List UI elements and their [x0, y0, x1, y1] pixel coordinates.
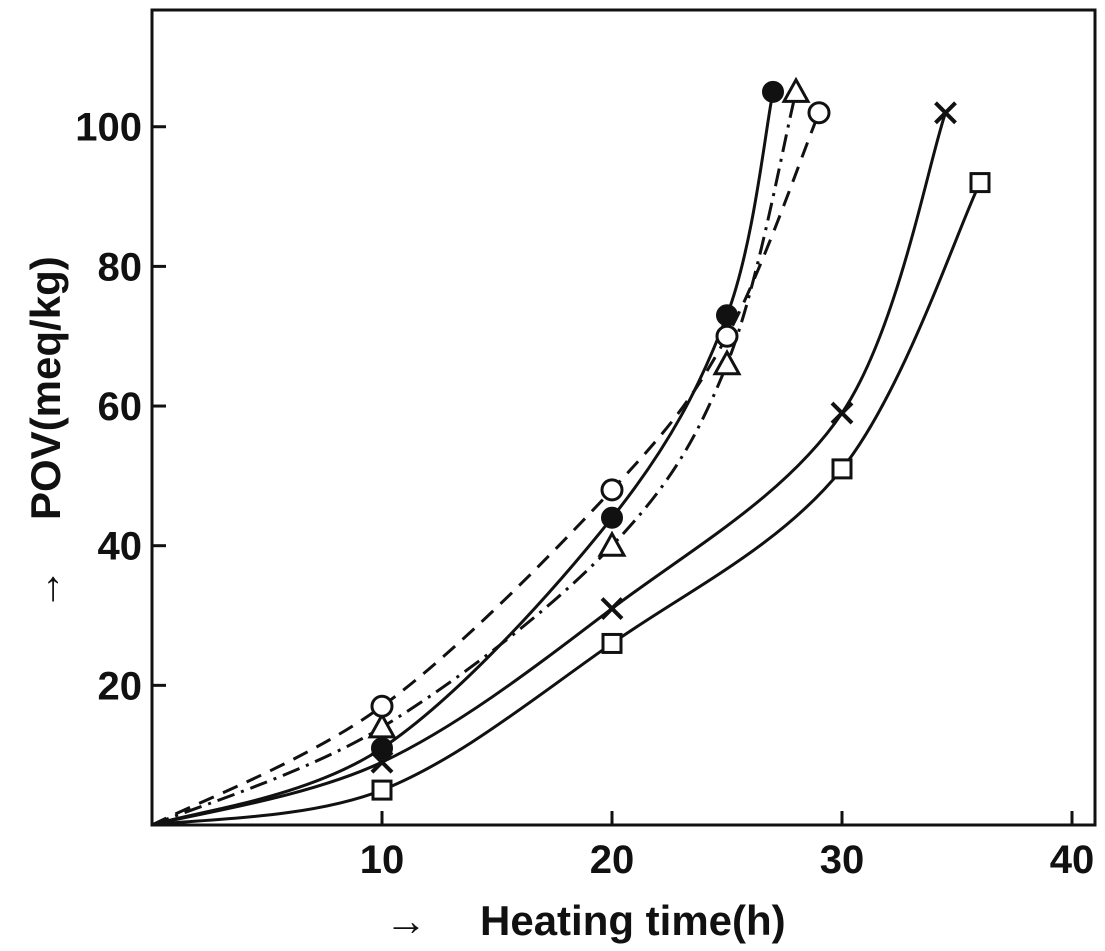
x-tick-label: 10: [360, 838, 405, 882]
series-line-open-triangle: [151, 91, 798, 827]
data-point-cross: [600, 597, 624, 620]
data-point-open-square: [969, 172, 991, 194]
y-axis-label: POV(meq/kg): [22, 256, 69, 520]
data-point-filled-circle: [601, 506, 623, 529]
y-tick-label: 100: [75, 106, 142, 150]
data-point-open-circle: [715, 324, 739, 348]
series-open-square: [151, 172, 991, 827]
y-tick-label: 80: [98, 245, 143, 289]
series-line-open-square: [151, 181, 982, 827]
x-axis-label: Heating time(h): [480, 897, 786, 944]
series-line-cross: [151, 112, 947, 827]
y-tick-label: 60: [98, 385, 143, 429]
data-point-filled-circle: [762, 80, 784, 103]
series-line-open-circle: [151, 112, 821, 827]
series-filled-circle: [151, 80, 784, 827]
y-axis-arrow: →: [22, 568, 69, 610]
data-point-cross: [370, 750, 394, 774]
series-open-triangle: [151, 76, 811, 827]
data-point-open-square: [601, 632, 623, 654]
y-axis-ticks: 20 40 60 80 100: [75, 106, 166, 708]
x-tick-label: 30: [820, 838, 865, 882]
x-tick-label: 40: [1050, 838, 1095, 882]
data-point-open-triangle: [712, 349, 742, 376]
x-axis-arrow: →: [385, 897, 427, 944]
data-point-cross: [934, 101, 957, 125]
series-layer: [151, 76, 991, 827]
data-point-open-triangle: [781, 76, 811, 103]
plot-frame: [150, 8, 1097, 827]
data-point-open-triangle: [367, 712, 397, 739]
x-tick-label: 20: [590, 838, 635, 882]
data-point-open-circle: [600, 478, 624, 502]
data-point-cross: [830, 401, 854, 425]
data-point-open-circle: [370, 694, 394, 718]
y-tick-label: 40: [98, 525, 143, 569]
series-cross: [151, 101, 957, 827]
series-open-circle: [151, 101, 831, 827]
y-tick-label: 20: [98, 664, 143, 708]
data-point-open-square: [371, 779, 393, 801]
data-point-open-circle: [807, 101, 831, 125]
data-point-open-square: [831, 458, 853, 480]
x-axis-ticks: 10 20 30 40: [360, 811, 1095, 882]
data-point-open-triangle: [597, 530, 627, 557]
